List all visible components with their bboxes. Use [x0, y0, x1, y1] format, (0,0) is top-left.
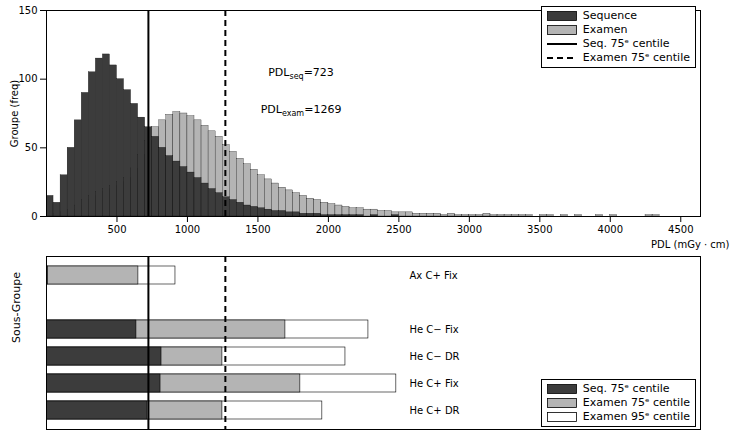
- svg-text:1000: 1000: [175, 224, 200, 235]
- svg-text:0: 0: [31, 211, 37, 222]
- svg-text:150: 150: [18, 5, 37, 16]
- svg-text:2000: 2000: [316, 224, 341, 235]
- svg-text:3500: 3500: [527, 224, 552, 235]
- svg-text:PDLseq=723: PDLseq=723: [268, 66, 334, 81]
- html-text:Sequence: Sequence: [582, 9, 637, 22]
- svg-text:He C− DR: He C− DR: [410, 351, 460, 362]
- html-text:Examen: Examen: [582, 23, 628, 36]
- html-text:Examen 75ᵉ centile: Examen 75ᵉ centile: [582, 396, 690, 409]
- svg-text:He C+ Fix: He C+ Fix: [410, 378, 459, 389]
- svg-text:1500: 1500: [245, 224, 270, 235]
- html-text:Seq. 75ᵉ centile: Seq. 75ᵉ centile: [582, 37, 670, 50]
- svg-text:100: 100: [18, 73, 37, 84]
- html-text:Seq. 75ᵉ centile: Seq. 75ᵉ centile: [582, 382, 670, 395]
- svg-text:2500: 2500: [386, 224, 411, 235]
- svg-text:He C+ DR: He C+ DR: [410, 405, 460, 416]
- svg-text:Ax C+ Fix: Ax C+ Fix: [410, 270, 458, 281]
- svg-text:3000: 3000: [457, 224, 482, 235]
- html-text:Examen 75ᵉ centile: Examen 75ᵉ centile: [582, 51, 690, 64]
- svg-text:PDLexam=1269: PDLexam=1269: [261, 103, 342, 118]
- html-text:Examen 95ᵉ centile: Examen 95ᵉ centile: [582, 410, 690, 423]
- svg-text:4000: 4000: [598, 224, 623, 235]
- svg-text:PDL (mGy · cm): PDL (mGy · cm): [651, 239, 730, 250]
- svg-text:50: 50: [25, 142, 38, 153]
- svg-text:Groupe (freq): Groupe (freq): [9, 80, 20, 148]
- svg-text:4500: 4500: [668, 224, 693, 235]
- svg-text:Sous-Groupe: Sous-Groupe: [10, 272, 23, 343]
- svg-text:He C− Fix: He C− Fix: [410, 324, 459, 335]
- svg-text:500: 500: [107, 224, 126, 235]
